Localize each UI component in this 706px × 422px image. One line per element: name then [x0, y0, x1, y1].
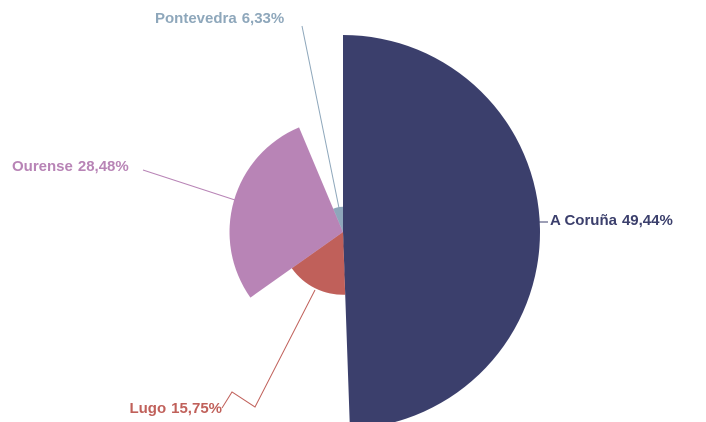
slice-value: 6,33%	[242, 10, 285, 27]
slice-value: 15,75%	[171, 400, 222, 417]
slice-name: Pontevedra	[155, 10, 237, 27]
slice-value: 49,44%	[622, 212, 673, 229]
pie-slice	[343, 35, 540, 422]
slice-name: Ourense	[12, 158, 73, 175]
leader-line	[221, 289, 316, 409]
slice-label: Pontevedra 6,33%	[155, 10, 284, 27]
pie-slice	[291, 232, 346, 295]
slice-value: 28,48%	[78, 158, 129, 175]
slice-name: A Coruña	[550, 212, 618, 229]
slice-label: Ourense 28,48%	[12, 158, 129, 175]
pie-slice	[229, 127, 343, 298]
leader-line	[301, 25, 340, 209]
slice-label: A Coruña 49,44%	[550, 212, 673, 229]
slice-name: Lugo	[129, 400, 166, 417]
pie-slice	[333, 206, 343, 232]
leader-line	[142, 169, 236, 201]
slice-label: Lugo 15,75%	[129, 400, 222, 417]
